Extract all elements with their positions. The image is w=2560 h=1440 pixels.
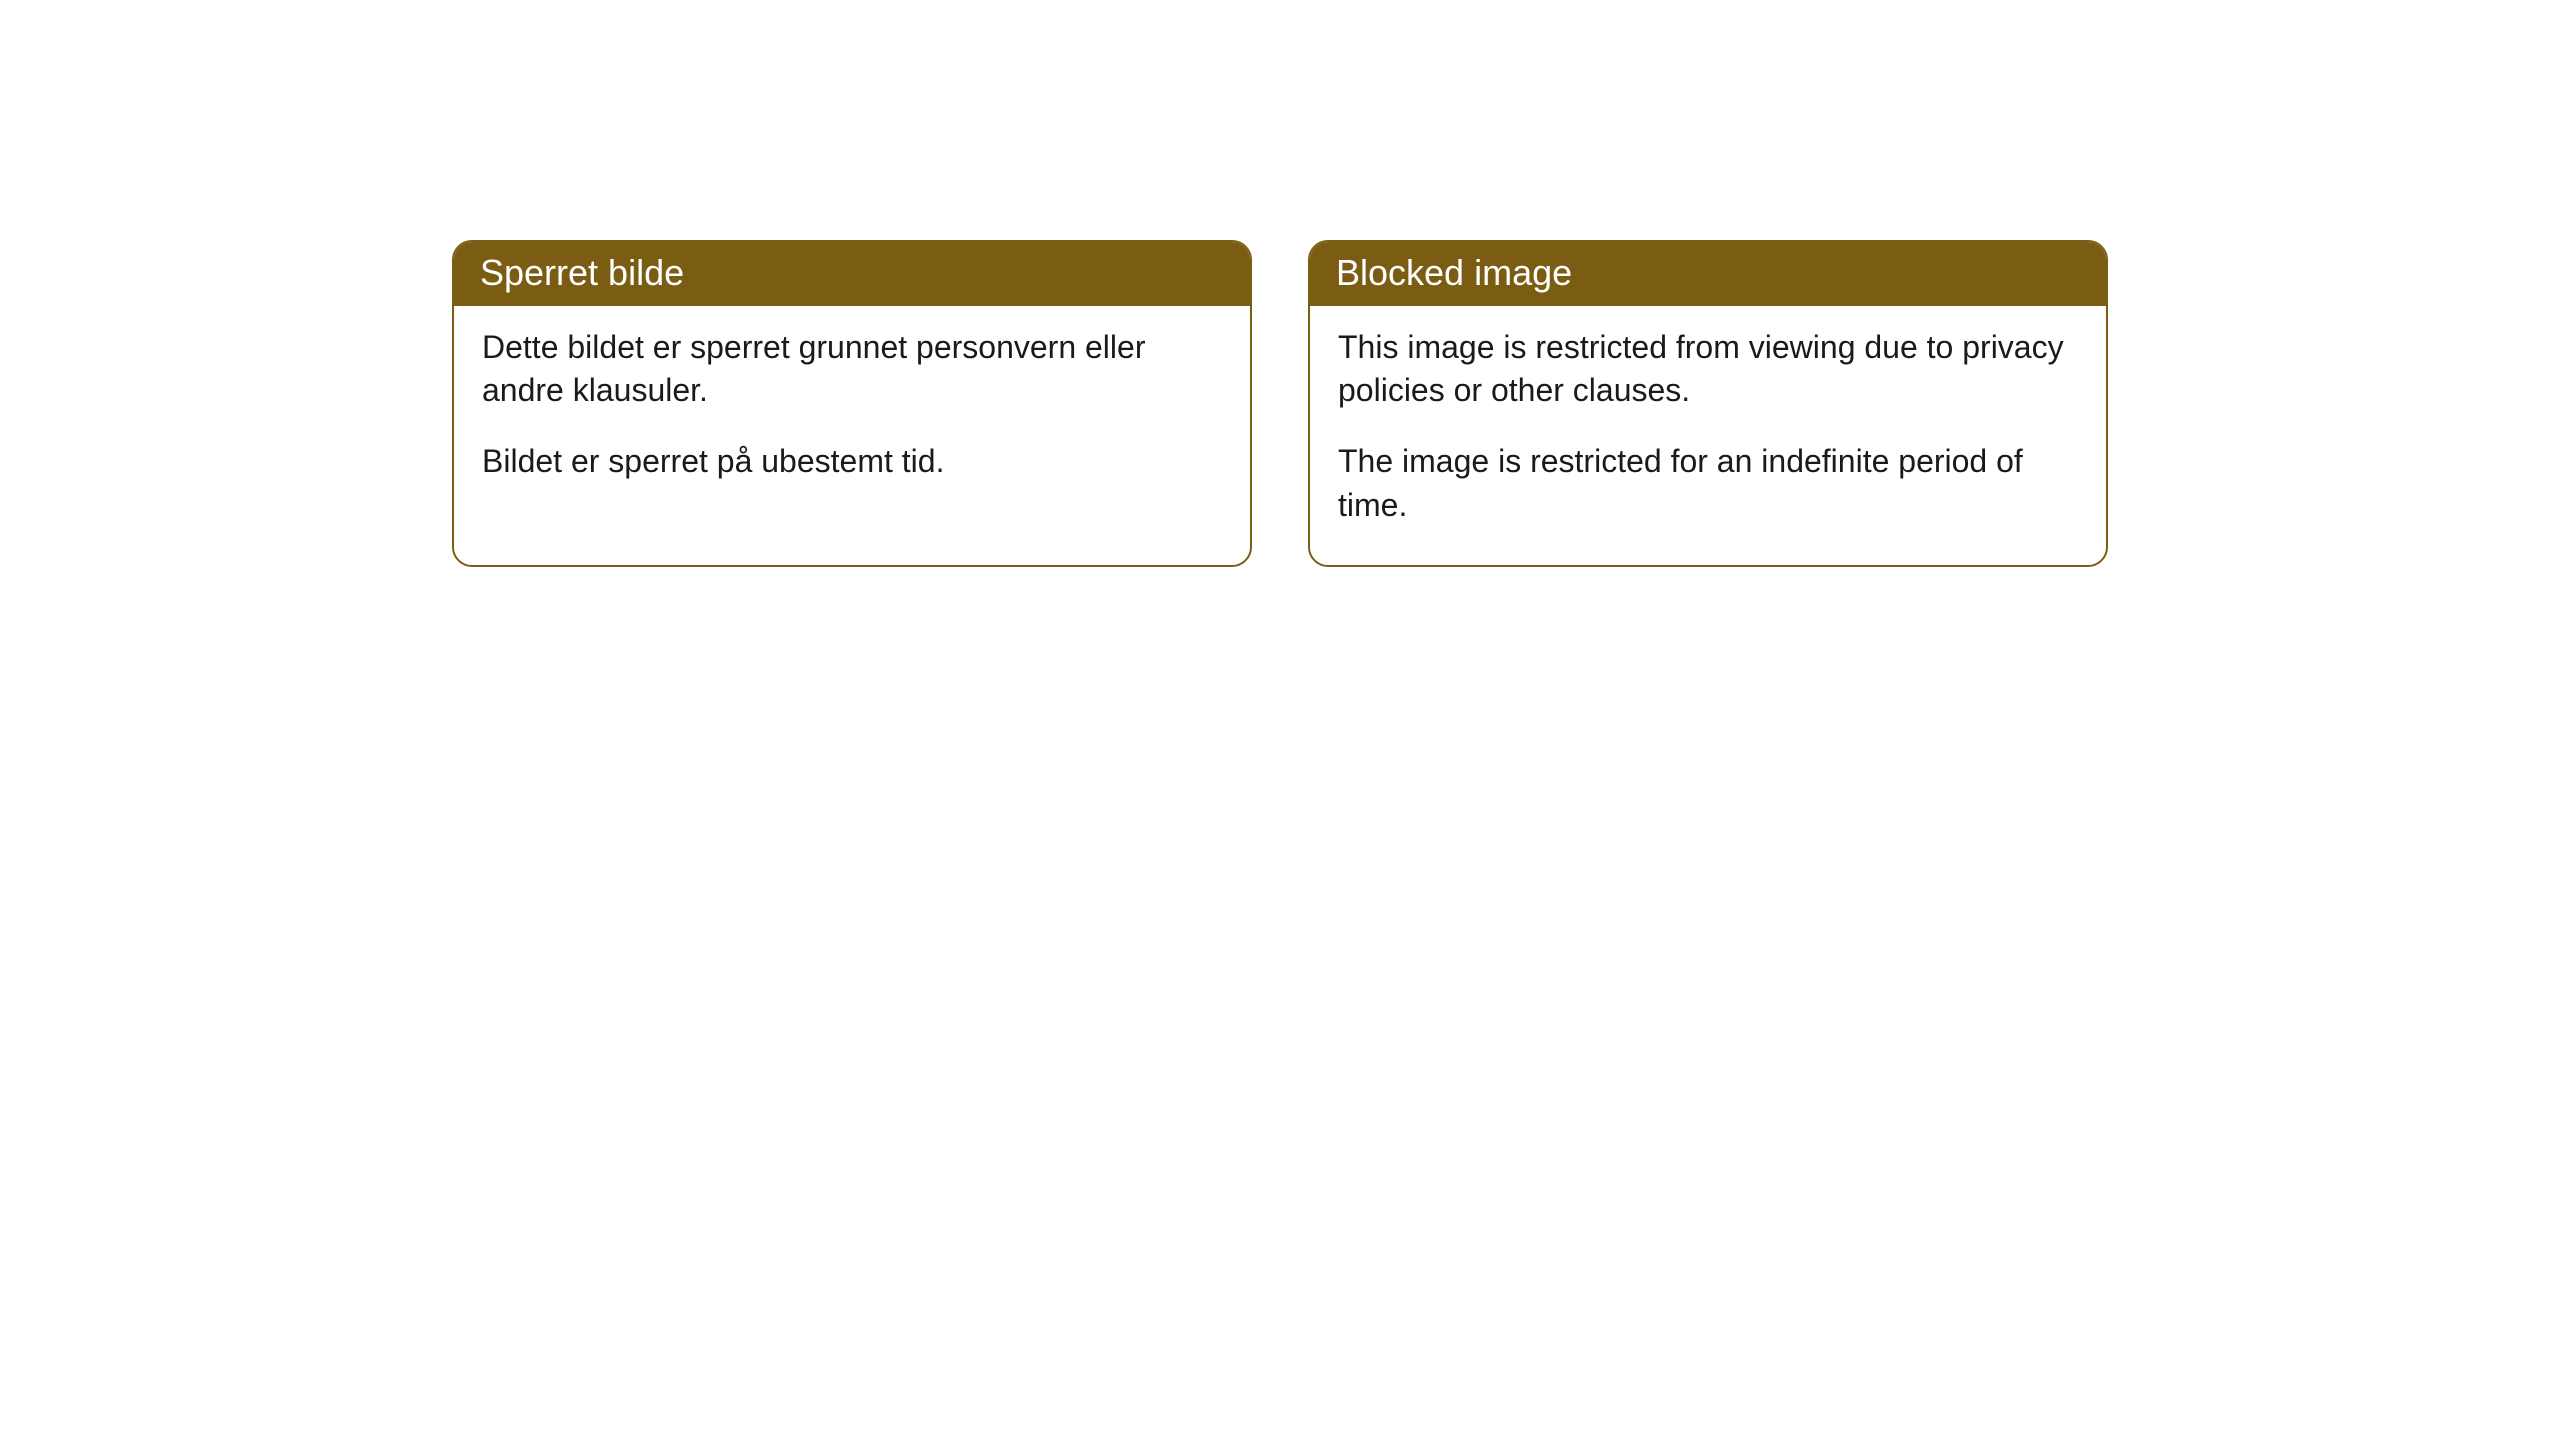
card-title: Sperret bilde <box>480 252 684 293</box>
card-header: Blocked image <box>1310 242 2106 306</box>
blocked-image-card-english: Blocked image This image is restricted f… <box>1308 240 2108 567</box>
card-header: Sperret bilde <box>454 242 1250 306</box>
card-paragraph-1: This image is restricted from viewing du… <box>1338 326 2078 412</box>
card-paragraph-1: Dette bildet er sperret grunnet personve… <box>482 326 1222 412</box>
blocked-image-card-norwegian: Sperret bilde Dette bildet er sperret gr… <box>452 240 1252 567</box>
card-paragraph-2: Bildet er sperret på ubestemt tid. <box>482 440 1222 483</box>
card-body: Dette bildet er sperret grunnet personve… <box>454 306 1250 522</box>
notice-cards-container: Sperret bilde Dette bildet er sperret gr… <box>452 240 2108 567</box>
card-title: Blocked image <box>1336 252 1572 293</box>
card-body: This image is restricted from viewing du… <box>1310 306 2106 565</box>
card-paragraph-2: The image is restricted for an indefinit… <box>1338 440 2078 526</box>
